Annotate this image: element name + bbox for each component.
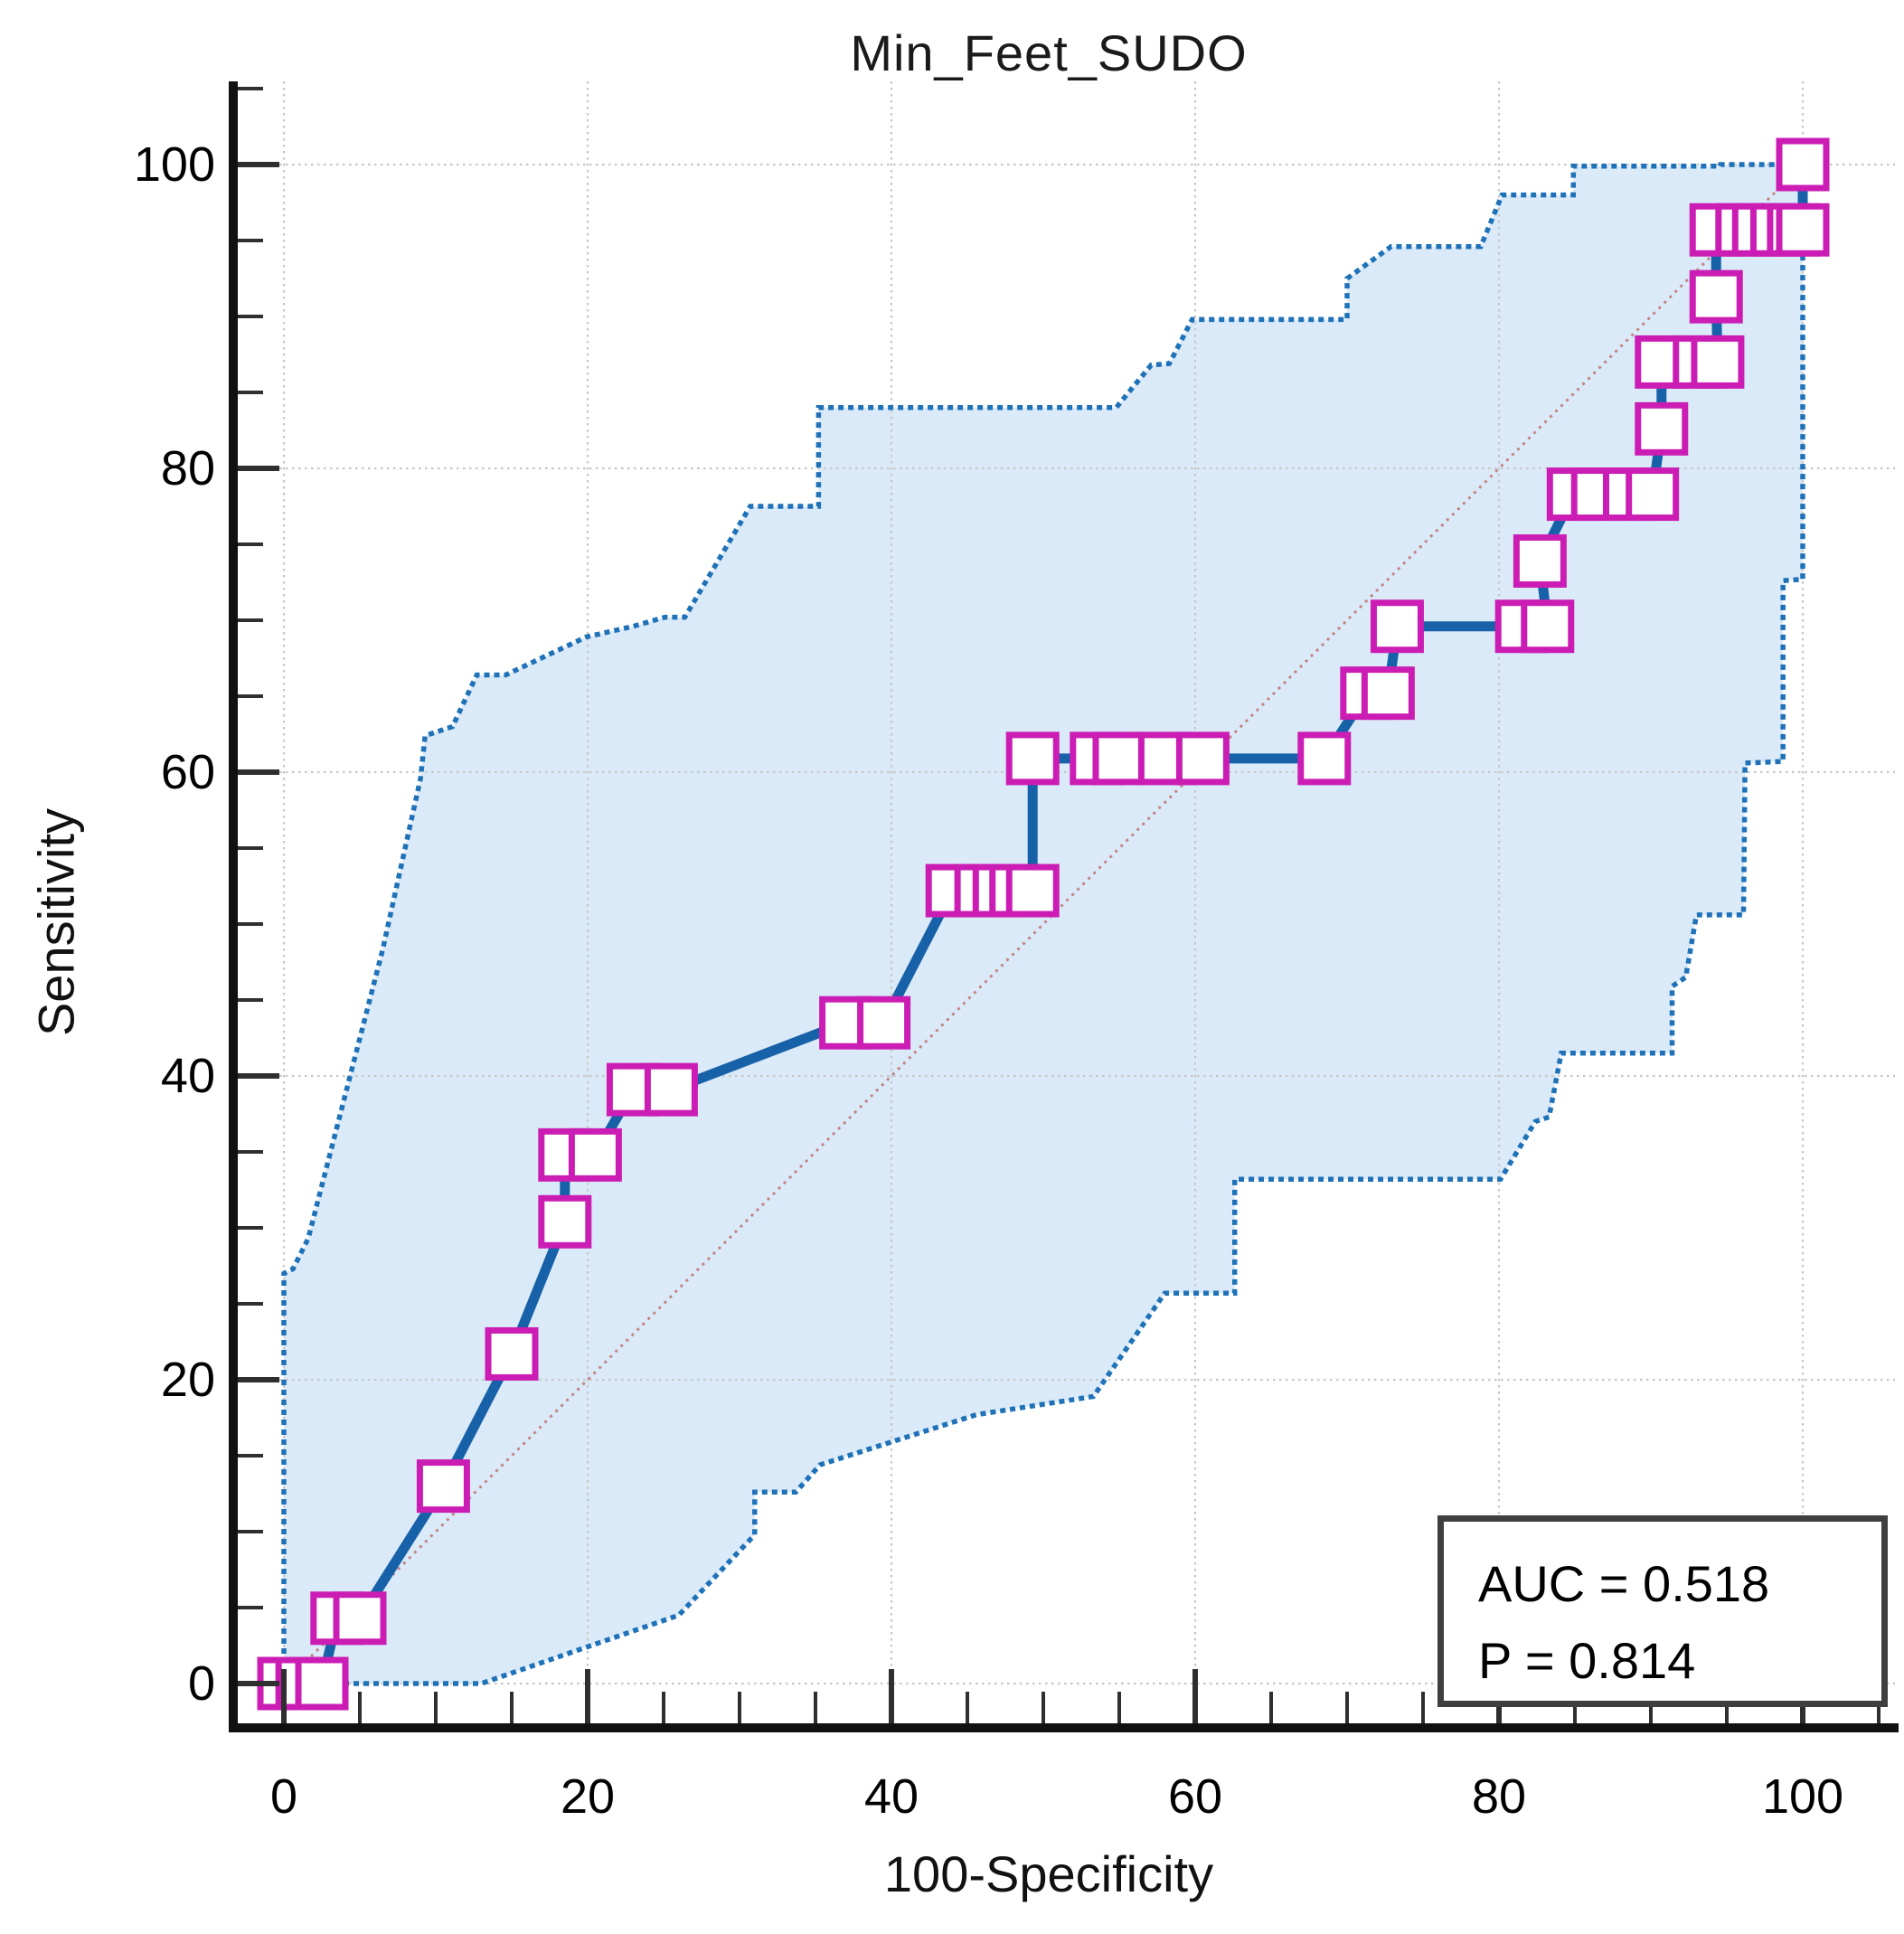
x-minor-tick-45 (966, 1692, 969, 1723)
y-minor-tick-85 (238, 391, 263, 394)
y-major-tick-0 (238, 1681, 279, 1686)
roc-marker (1005, 731, 1060, 786)
y-minor-tick-5 (238, 1606, 263, 1609)
ci-band (284, 165, 1803, 1684)
x-tick-label-40: 40 (864, 1769, 919, 1824)
roc-marker (1521, 599, 1575, 654)
roc-marker (1370, 599, 1424, 654)
x-minor-tick-55 (1117, 1692, 1121, 1723)
x-major-tick-60 (1192, 1669, 1198, 1723)
y-major-tick-60 (238, 769, 279, 775)
y-minor-tick-35 (238, 1150, 263, 1154)
y-axis-spine (229, 81, 238, 1732)
ci-lower-boundary (284, 165, 1805, 1686)
x-minor-tick-105 (1877, 1692, 1880, 1723)
x-minor-tick-35 (814, 1692, 817, 1723)
x-minor-tick-90 (1649, 1692, 1653, 1723)
y-tick-label-60: 60 (161, 745, 215, 799)
x-major-tick-0 (281, 1669, 287, 1723)
roc-marker (1361, 666, 1415, 721)
p-value-label: P = 0.814 (1478, 1632, 1696, 1690)
x-tick-label-0: 0 (270, 1769, 297, 1824)
auc-value-label: AUC = 0.518 (1478, 1555, 1770, 1612)
roc-marker (1092, 731, 1146, 786)
y-minor-tick-105 (238, 87, 263, 90)
y-tick-label-100: 100 (134, 137, 215, 192)
y-tick-label-80: 80 (161, 441, 215, 495)
x-minor-tick-75 (1421, 1692, 1425, 1723)
roc-marker (538, 1194, 592, 1249)
y-minor-tick-25 (238, 1302, 263, 1306)
y-minor-tick-90 (238, 315, 263, 318)
x-minor-tick-95 (1725, 1692, 1729, 1723)
roc-marker (857, 995, 911, 1050)
y-minor-tick-65 (238, 694, 263, 698)
x-major-tick-40 (889, 1669, 894, 1723)
x-tick-label-100: 100 (1762, 1769, 1843, 1824)
y-major-tick-80 (238, 466, 279, 471)
x-major-tick-20 (585, 1669, 590, 1723)
roc-marker (1175, 731, 1230, 786)
x-minor-tick-70 (1345, 1692, 1349, 1723)
x-minor-tick-5 (358, 1692, 362, 1723)
roc-marker (1776, 203, 1830, 257)
roc-marker (485, 1326, 539, 1381)
y-minor-tick-45 (238, 998, 263, 1002)
x-axis-spine (229, 1723, 1899, 1732)
roc-marker (1626, 467, 1680, 522)
y-minor-tick-10 (238, 1530, 263, 1533)
x-minor-tick-10 (434, 1692, 438, 1723)
y-minor-tick-75 (238, 542, 263, 546)
roc-marker (568, 1127, 622, 1182)
y-tick-label-20: 20 (161, 1353, 215, 1407)
roc-marker (1513, 533, 1567, 588)
x-axis-title: 100-Specificity (883, 1845, 1214, 1902)
y-minor-tick-15 (238, 1454, 263, 1458)
roc-marker (295, 1656, 349, 1711)
roc-marker (644, 1062, 698, 1117)
roc-marker (333, 1591, 387, 1646)
roc-marker (1005, 863, 1060, 918)
x-tick-label-20: 20 (561, 1769, 615, 1824)
y-minor-tick-50 (238, 922, 263, 926)
roc-marker (1689, 269, 1743, 324)
y-minor-tick-30 (238, 1226, 263, 1230)
y-tick-label-0: 0 (188, 1656, 215, 1711)
x-minor-tick-50 (1042, 1692, 1045, 1723)
roc-marker (1297, 731, 1352, 786)
y-minor-tick-55 (238, 846, 263, 850)
roc-marker (1635, 401, 1689, 456)
x-minor-tick-65 (1269, 1692, 1273, 1723)
roc-marker (1691, 335, 1745, 389)
x-minor-tick-85 (1573, 1692, 1577, 1723)
stats-annotation-box: AUC = 0.518 P = 0.814 (1437, 1515, 1888, 1707)
y-major-tick-20 (238, 1377, 279, 1382)
y-minor-tick-70 (238, 618, 263, 622)
y-major-tick-40 (238, 1073, 279, 1079)
ci-upper-boundary (281, 162, 1803, 1684)
roc-marker (1776, 137, 1830, 192)
x-tick-label-80: 80 (1472, 1769, 1526, 1824)
x-minor-tick-25 (662, 1692, 665, 1723)
y-minor-tick-95 (238, 239, 263, 242)
roc-marker (416, 1459, 470, 1514)
x-minor-tick-30 (738, 1692, 741, 1723)
x-minor-tick-15 (510, 1692, 514, 1723)
chart-title: Min_Feet_SUDO (850, 24, 1248, 81)
y-tick-label-40: 40 (161, 1049, 215, 1103)
y-axis-title: Sensitivity (27, 807, 85, 1037)
x-tick-label-60: 60 (1168, 1769, 1222, 1824)
y-major-tick-100 (238, 162, 279, 167)
